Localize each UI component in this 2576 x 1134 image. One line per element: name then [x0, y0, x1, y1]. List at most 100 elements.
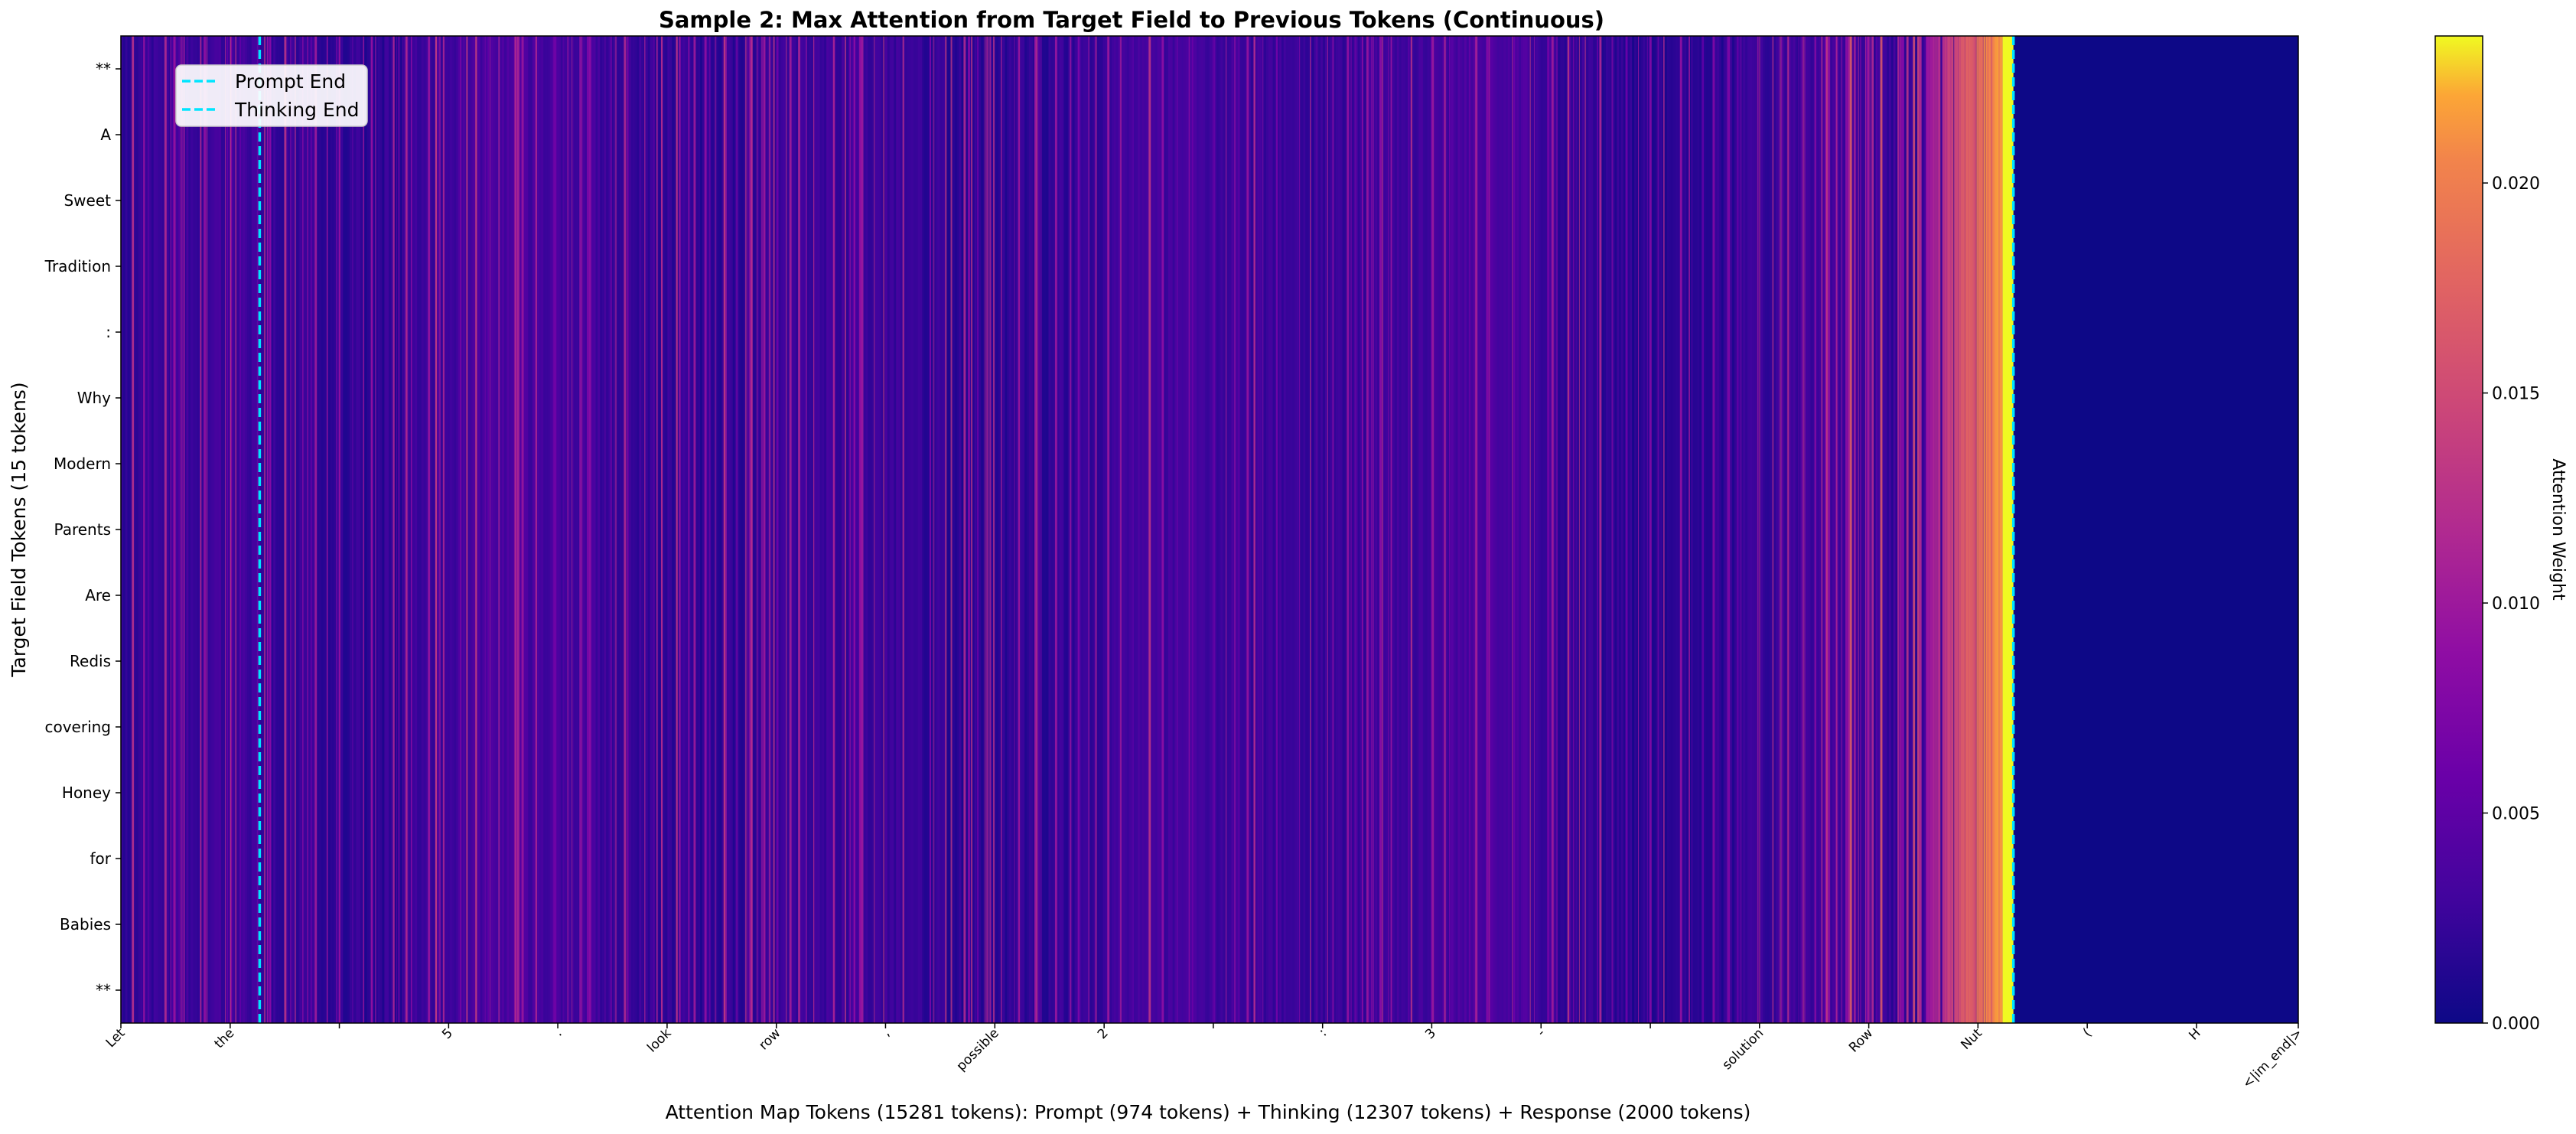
heatmap-column: [454, 36, 457, 1023]
heatmap-area: [120, 35, 2299, 1024]
colorbar-tick-label: 0.005: [2492, 805, 2540, 824]
heatmap-column: [1399, 36, 1402, 1023]
heatmap-column: [1506, 36, 1509, 1023]
heatmap-column: [1695, 36, 1698, 1023]
heatmap-column: [336, 36, 339, 1023]
heatmap-spike: [410, 36, 412, 1023]
heatmap-column: [611, 36, 614, 1023]
heatmap-column: [399, 36, 402, 1023]
heatmap-column: [600, 36, 603, 1023]
heatmap-column: [804, 36, 807, 1023]
heatmap-spike: [1646, 36, 1648, 1023]
heatmap-column: [1200, 36, 1203, 1023]
heatmap-column: [140, 36, 143, 1023]
heatmap-column: [665, 36, 668, 1023]
heatmap-column: [1416, 36, 1419, 1023]
heatmap-column: [1645, 36, 1648, 1023]
heatmap-stripes: [121, 36, 2298, 1023]
heatmap-column: [516, 36, 520, 1023]
heatmap-spike: [184, 36, 185, 1023]
heatmap-column: [1159, 36, 1162, 1023]
heatmap-spike: [295, 36, 297, 1023]
heatmap-column: [1405, 36, 1408, 1023]
heatmap-column: [884, 36, 888, 1023]
heatmap-column: [210, 36, 213, 1023]
heatmap-column: [345, 36, 348, 1023]
heatmap-column: [1373, 36, 1376, 1023]
heatmap-column: [817, 36, 820, 1023]
heatmap-spike: [1001, 36, 1002, 1023]
heatmap-spike: [1449, 36, 1451, 1023]
heatmap-column: [1168, 36, 1171, 1023]
heatmap-spike: [1551, 36, 1552, 1023]
heatmap-column: [1283, 36, 1287, 1023]
heatmap-column: [164, 36, 168, 1023]
heatmap-column: [297, 36, 300, 1023]
colorbar-tick-label: 0.015: [2492, 385, 2540, 404]
heatmap-column: [752, 36, 755, 1023]
heatmap-spike: [392, 36, 395, 1023]
heatmap-spike: [1350, 36, 1353, 1023]
heatmap-column: [487, 36, 490, 1023]
heatmap-column: [587, 36, 590, 1023]
heatmap-spike: [289, 36, 291, 1023]
heatmap-column: [1377, 36, 1380, 1023]
heatmap-column: [1139, 36, 1143, 1023]
heatmap-column: [1682, 36, 1685, 1023]
heatmap-column: [1070, 36, 1073, 1023]
heatmap-column: [1519, 36, 1522, 1023]
heatmap-column: [1527, 36, 1530, 1023]
heatmap-column: [295, 36, 298, 1023]
heatmap-spike: [1529, 36, 1531, 1023]
heatmap-column: [1684, 36, 1687, 1023]
heatmap-column: [582, 36, 585, 1023]
heatmap-spike: [484, 36, 486, 1023]
heatmap-column: [1466, 36, 1470, 1023]
heatmap-column: [1838, 36, 1842, 1023]
heatmap-column: [1745, 36, 1748, 1023]
heatmap-column: [436, 36, 439, 1023]
heatmap-column: [490, 36, 494, 1023]
heatmap-spike: [750, 36, 752, 1023]
heatmap-column: [1347, 36, 1350, 1023]
heatmap-column: [1560, 36, 1563, 1023]
heatmap-column: [299, 36, 302, 1023]
heatmap-column: [828, 36, 832, 1023]
heatmap-column: [822, 36, 825, 1023]
heatmap-column: [698, 36, 701, 1023]
heatmap-column: [1207, 36, 1210, 1023]
heatmap-column: [1181, 36, 1184, 1023]
heatmap-spike: [1512, 36, 1513, 1023]
heatmap-column: [212, 36, 215, 1023]
heatmap-column: [1138, 36, 1141, 1023]
y-tick-label: Tradition: [44, 257, 111, 275]
heatmap-column: [1699, 36, 1702, 1023]
heatmap-column: [1035, 36, 1038, 1023]
heatmap-column: [809, 36, 812, 1023]
heatmap-column: [327, 36, 331, 1023]
heatmap-column: [467, 36, 470, 1023]
heatmap-column: [366, 36, 370, 1023]
heatmap-hot-column: [1980, 36, 1983, 1023]
heatmap-column: [1296, 36, 1300, 1023]
heatmap-spike: [1869, 36, 1871, 1023]
heatmap-column: [1509, 36, 1513, 1023]
heatmap-spike: [1868, 36, 1870, 1023]
x-tick-label: Row: [1846, 1025, 1876, 1055]
heatmap-column: [1442, 36, 1445, 1023]
heatmap-spike: [604, 36, 606, 1023]
heatmap-column: [1751, 36, 1754, 1023]
heatmap-column: [1712, 36, 1715, 1023]
heatmap-column: [184, 36, 187, 1023]
heatmap-spike: [363, 36, 364, 1023]
heatmap-column: [447, 36, 451, 1023]
heatmap-hot-column: [1991, 36, 1994, 1023]
heatmap-column: [1862, 36, 1866, 1023]
heatmap-column: [186, 36, 189, 1023]
heatmap-hot-column: [1961, 36, 1963, 1023]
heatmap-column: [1392, 36, 1395, 1023]
heatmap-column: [1151, 36, 1154, 1023]
colorbar-tick-label: 0.020: [2492, 174, 2540, 194]
heatmap-spike: [235, 36, 237, 1023]
